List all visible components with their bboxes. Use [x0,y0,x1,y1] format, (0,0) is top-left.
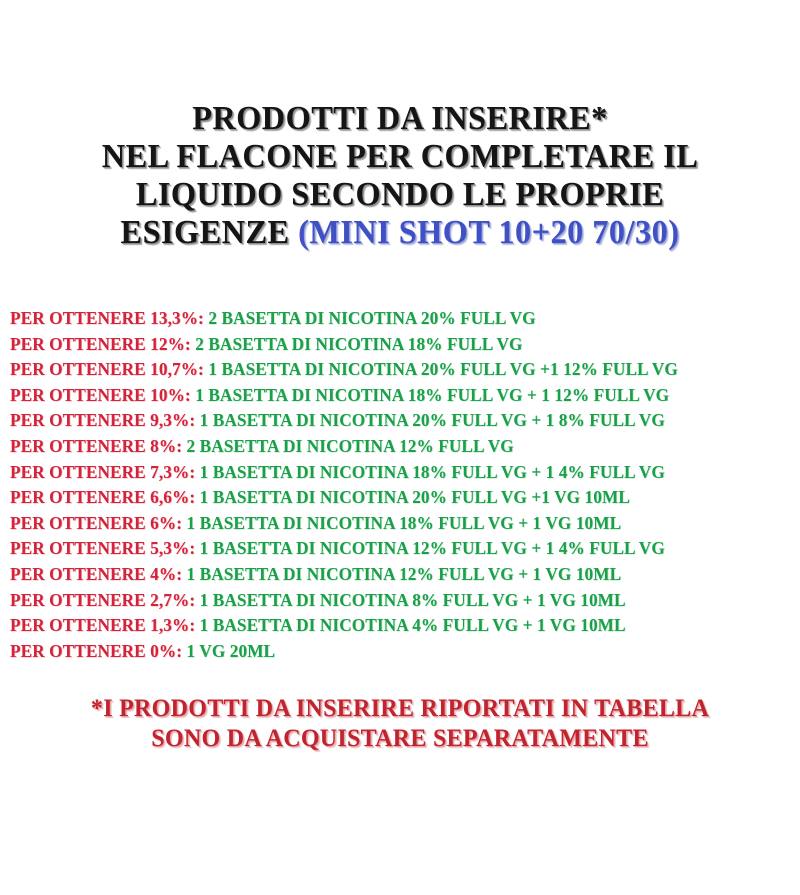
recipe-label: PER OTTENERE 5,3%: [10,538,196,559]
footnote-line-1: *I PRODOTTI DA INSERIRE RIPORTATI IN TAB… [90,695,710,722]
recipe-row: PER OTTENERE 6%: 1 BASETTA DI NICOTINA 1… [10,511,784,537]
recipe-label: PER OTTENERE 10%: [10,384,191,405]
recipe-value: 2 BASETTA DI NICOTINA 18% FULL VG [195,333,523,354]
recipe-row: PER OTTENERE 5,3%: 1 BASETTA DI NICOTINA… [10,536,784,562]
heading-line-2-text: NEL FLACONE PER COMPLETARE IL [101,138,699,175]
heading-line-4: ESIGENZE (MINI SHOT 10+20 70/30) [20,214,780,252]
recipe-row: PER OTTENERE 7,3%: 1 BASETTA DI NICOTINA… [10,460,784,486]
recipe-row: PER OTTENERE 6,6%: 1 BASETTA DI NICOTINA… [10,485,784,511]
recipe-value: 1 VG 20ML [186,640,276,661]
recipe-value: 1 BASETTA DI NICOTINA 20% FULL VG + 1 8%… [199,410,665,431]
recipe-row: PER OTTENERE 2,7%: 1 BASETTA DI NICOTINA… [10,588,784,614]
recipe-label: PER OTTENERE 12%: [10,333,191,354]
recipe-value: 1 BASETTA DI NICOTINA 18% FULL VG + 1 4%… [199,461,665,482]
recipe-label: PER OTTENERE 9,3%: [10,410,196,431]
recipe-label: PER OTTENERE 1,3%: [10,615,196,636]
recipe-row: PER OTTENERE 10,7%: 1 BASETTA DI NICOTIN… [10,357,784,383]
recipe-row: PER OTTENERE 9,3%: 1 BASETTA DI NICOTINA… [10,408,784,434]
recipe-value: 1 BASETTA DI NICOTINA 18% FULL VG + 1 12… [195,384,670,405]
recipe-value: 1 BASETTA DI NICOTINA 20% FULL VG +1 12%… [208,359,678,380]
heading-line-3-text: LIQUIDO SECONDO LE PROPRIE [135,176,665,213]
recipe-value: 2 BASETTA DI NICOTINA 12% FULL VG [186,435,514,456]
recipe-list: PER OTTENERE 13,3%: 2 BASETTA DI NICOTIN… [10,306,796,664]
footnote-line-2: SONO DA ACQUISTARE SEPARATAMENTE [151,725,649,752]
recipe-label: PER OTTENERE 10,7%: [10,359,204,380]
recipe-row: PER OTTENERE 0%: 1 VG 20ML [10,639,784,665]
heading-line-1: PRODOTTI DA INSERIRE* [20,100,780,138]
recipe-row: PER OTTENERE 13,3%: 2 BASETTA DI NICOTIN… [10,306,784,332]
recipe-row: PER OTTENERE 4%: 1 BASETTA DI NICOTINA 1… [10,562,784,588]
recipe-label: PER OTTENERE 7,3%: [10,461,196,482]
recipe-label: PER OTTENERE 4%: [10,563,183,584]
recipe-row: PER OTTENERE 10%: 1 BASETTA DI NICOTINA … [10,383,784,409]
recipe-label: PER OTTENERE 6%: [10,512,183,533]
recipe-value: 1 BASETTA DI NICOTINA 12% FULL VG + 1 VG… [186,563,622,584]
heading-line-3: LIQUIDO SECONDO LE PROPRIE [20,176,780,214]
heading-shot-ratio-accent: (MINI SHOT 10+20 70/30) [298,214,680,251]
recipe-label: PER OTTENERE 8%: [10,435,183,456]
heading-line-1-text: PRODOTTI DA INSERIRE* [192,100,608,137]
recipe-label: PER OTTENERE 13,3%: [10,308,204,328]
recipe-label: PER OTTENERE 2,7%: [10,589,196,610]
recipe-value: 1 BASETTA DI NICOTINA 4% FULL VG + 1 VG … [199,615,626,636]
poster-footnote: *I PRODOTTI DA INSERIRE RIPORTATI IN TAB… [0,694,800,754]
recipe-value: 2 BASETTA DI NICOTINA 20% FULL VG [208,308,536,328]
recipe-label: PER OTTENERE 0%: [10,640,183,661]
recipe-row: PER OTTENERE 1,3%: 1 BASETTA DI NICOTINA… [10,613,784,639]
poster-heading: PRODOTTI DA INSERIRE* NEL FLACONE PER CO… [0,100,800,252]
heading-line-2: NEL FLACONE PER COMPLETARE IL [20,138,780,176]
recipe-value: 1 BASETTA DI NICOTINA 18% FULL VG + 1 VG… [186,512,622,533]
recipe-value: 1 BASETTA DI NICOTINA 12% FULL VG + 1 4%… [199,538,665,559]
recipe-value: 1 BASETTA DI NICOTINA 8% FULL VG + 1 VG … [199,589,626,610]
heading-line-4-text: ESIGENZE [120,214,299,251]
recipe-row: PER OTTENERE 8%: 2 BASETTA DI NICOTINA 1… [10,434,784,460]
recipe-row: PER OTTENERE 12%: 2 BASETTA DI NICOTINA … [10,332,784,358]
recipe-label: PER OTTENERE 6,6%: [10,487,196,508]
recipe-value: 1 BASETTA DI NICOTINA 20% FULL VG +1 VG … [199,487,630,508]
